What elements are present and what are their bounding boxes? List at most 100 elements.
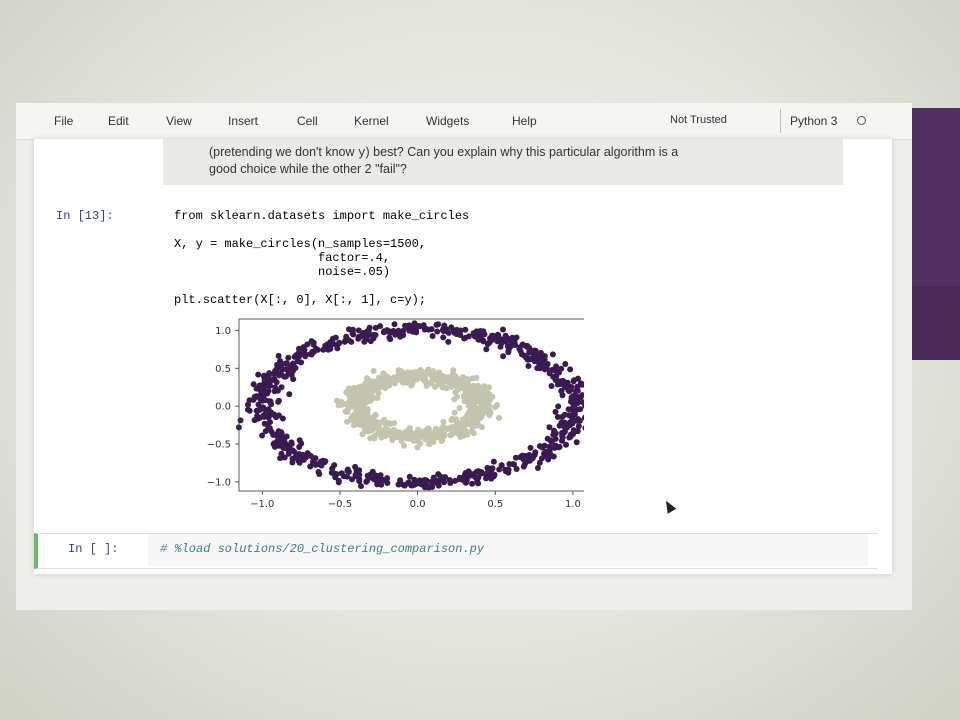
scatter-point: [484, 341, 491, 348]
menu-widgets[interactable]: Widgets: [426, 114, 470, 128]
scatter-point: [488, 337, 495, 343]
scatter-point: [440, 418, 447, 425]
scatter-point: [363, 420, 370, 427]
scatter-point: [406, 473, 413, 480]
scatter-point: [473, 468, 480, 475]
scatter-point: [369, 427, 376, 433]
scatter-point: [428, 326, 435, 333]
scatter-point: [344, 409, 351, 415]
scatter-point: [421, 484, 428, 491]
menu-cell[interactable]: Cell: [297, 114, 318, 128]
scatter-point: [397, 377, 403, 383]
scatter-point: [577, 406, 584, 413]
scatter-point: [349, 417, 356, 424]
scatter-point: [423, 383, 430, 389]
scatter-point: [363, 478, 370, 485]
scatter-point: [404, 435, 411, 442]
markdown-line-2: good choice while the other 2 "fail"?: [209, 162, 407, 176]
menu-insert[interactable]: Insert: [228, 114, 259, 128]
scatter-point: [575, 423, 582, 430]
menu-file[interactable]: File: [54, 114, 74, 128]
scatter-point: [386, 382, 393, 389]
scatter-point: [462, 326, 469, 333]
scatter-point: [421, 372, 428, 379]
scatter-point: [384, 376, 391, 383]
scatter-point: [550, 373, 557, 380]
scatter-point: [465, 333, 472, 340]
scatter-point: [574, 428, 581, 434]
scatter-point: [441, 433, 448, 440]
scatter-point: [567, 387, 574, 394]
scatter-point: [496, 466, 503, 473]
scatter-point: [484, 470, 491, 477]
code-line-3: X, y = make_circles(n_samples=1500,: [174, 237, 427, 251]
scatter-point: [370, 331, 377, 338]
scatter-point: [447, 378, 454, 384]
scatter-point: [465, 468, 472, 475]
jupyter-window: File Edit View Insert Cell Kernel Widget…: [16, 103, 912, 610]
scatter-point: [470, 398, 477, 405]
scatter-point: [372, 324, 379, 331]
markdown-text: ) best? Can you explain why this particu…: [365, 145, 679, 159]
scatter-point: [500, 353, 507, 360]
scatter-point: [498, 462, 505, 469]
code-input[interactable]: from sklearn.datasets import make_circle…: [164, 197, 836, 307]
scatter-point: [365, 395, 372, 402]
menu-view[interactable]: View: [166, 114, 192, 128]
menu-help[interactable]: Help: [512, 114, 537, 128]
scatter-point: [261, 378, 268, 385]
code-cell-13[interactable]: In [13]: from sklearn.datasets import ma…: [34, 197, 892, 517]
kernel-idle-icon: [857, 116, 866, 125]
scatter-point: [463, 479, 470, 486]
scatter-point: [265, 409, 272, 416]
scatter-point: [489, 465, 496, 472]
scatter-point: [318, 462, 325, 469]
scatter-point: [555, 403, 562, 410]
scatter-point: [466, 473, 472, 479]
scatter-point: [453, 416, 459, 423]
scatter-point: [464, 431, 471, 438]
empty-cell-input[interactable]: # %load solutions/20_clustering_comparis…: [148, 534, 868, 566]
scatter-point: [422, 428, 429, 435]
scatter-point: [348, 338, 355, 345]
scatter-point: [408, 369, 415, 376]
code-line-7: plt.scatter(X[:, 0], X[:, 1], c=y);: [174, 293, 427, 307]
scatter-point: [440, 334, 447, 341]
scatter-point: [494, 331, 501, 338]
scatter-point: [443, 425, 450, 432]
scatter-point: [358, 396, 365, 403]
scatter-point: [285, 370, 292, 377]
markdown-cell[interactable]: (pretending we don't know y) best? Can y…: [163, 139, 843, 185]
scatter-point: [355, 384, 362, 391]
plot-frame: [238, 318, 605, 492]
scatter-point: [320, 457, 326, 464]
scatter-point: [559, 429, 565, 436]
empty-code-cell[interactable]: In [ ]: # %load solutions/20_clustering_…: [34, 533, 878, 569]
scatter-point: [457, 327, 464, 334]
scatter-point: [421, 480, 428, 486]
scatter-point: [274, 441, 281, 448]
scatter-point: [333, 471, 340, 478]
scatter-point: [427, 439, 433, 445]
scatter-point: [582, 425, 589, 431]
scatter-point: [310, 458, 316, 465]
menu-edit[interactable]: Edit: [108, 114, 129, 128]
scatter-point: [286, 442, 293, 449]
scatter-point: [576, 394, 583, 401]
scatter-point: [316, 471, 323, 477]
scatter-point: [298, 359, 305, 366]
scatter-point: [451, 409, 458, 416]
scatter-point: [561, 423, 567, 430]
menu-kernel[interactable]: Kernel: [354, 114, 389, 128]
scatter-point: [481, 331, 488, 338]
scatter-point: [364, 409, 371, 416]
scatter-point: [549, 351, 556, 358]
scatter-point: [488, 332, 495, 339]
scatter-point: [275, 433, 282, 440]
scatter-point: [404, 374, 411, 381]
scatter-point: [474, 407, 481, 414]
scatter-point: [370, 474, 377, 480]
scatter-point: [289, 455, 296, 462]
menubar: File Edit View Insert Cell Kernel Widget…: [16, 103, 912, 140]
trust-status[interactable]: Not Trusted: [670, 114, 727, 126]
